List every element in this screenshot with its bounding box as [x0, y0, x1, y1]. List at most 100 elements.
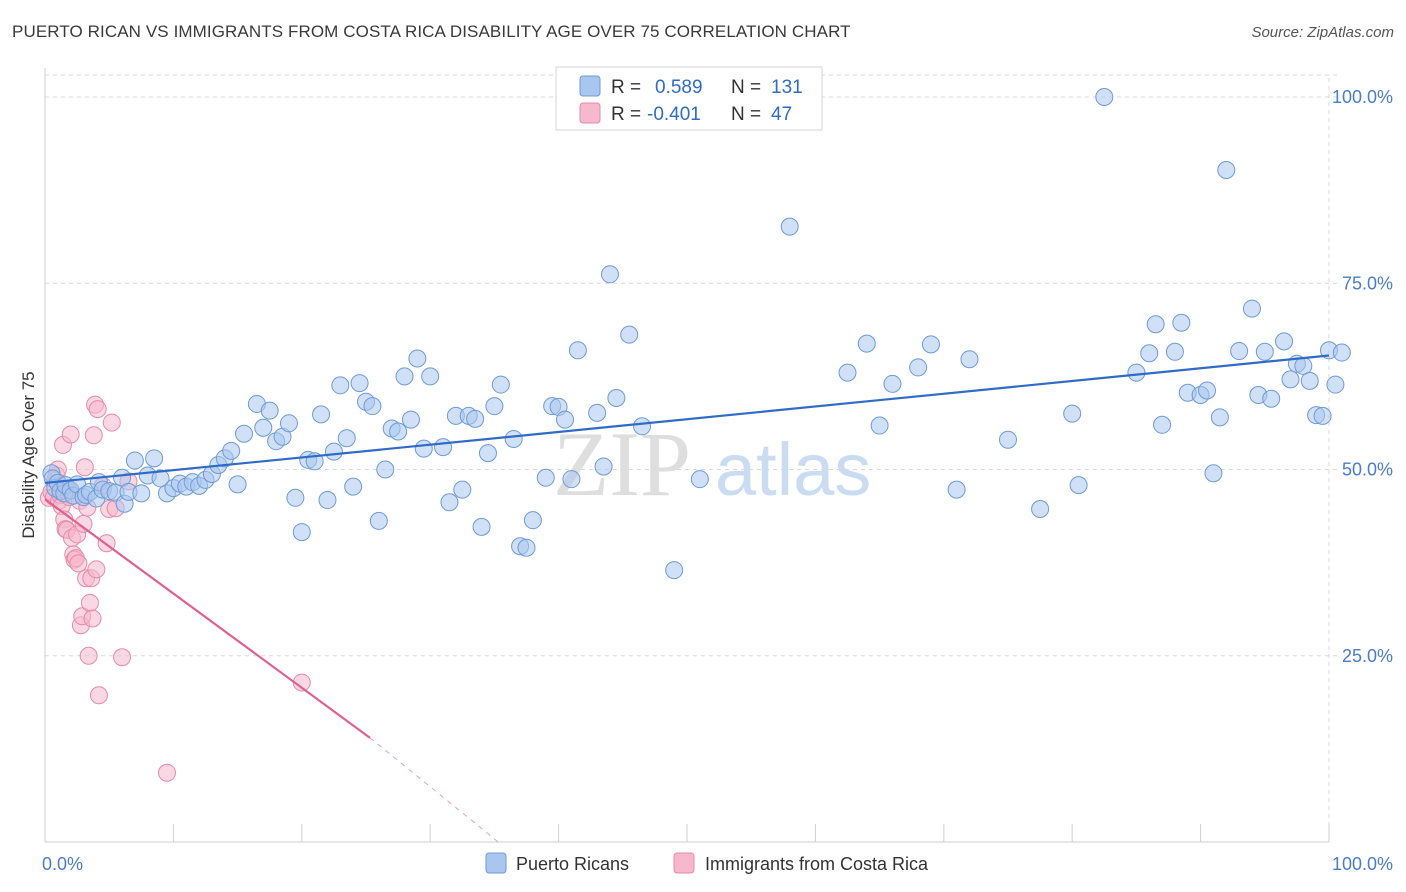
- puerto-ricans-point-101: [921, 335, 940, 354]
- trend-line-puerto-ricans: [44, 354, 1330, 485]
- trend-line-costa-rica: [44, 498, 371, 739]
- puerto-ricans-point-89: [600, 265, 619, 284]
- legend-n-label-2: N =: [731, 104, 761, 125]
- puerto-ricans-point-52: [331, 376, 350, 395]
- puerto-ricans-point-117: [1198, 381, 1217, 400]
- x-tick-label-1: 100.0%: [1332, 854, 1393, 874]
- costa-rica-point-41: [102, 413, 121, 432]
- legend-box: R = 0.589 N = 131 R = -0.401 N = 47: [555, 66, 823, 131]
- puerto-ricans-point-70: [453, 480, 472, 499]
- puerto-ricans-point-55: [350, 374, 369, 393]
- puerto-ricans-point-95: [780, 217, 799, 236]
- puerto-ricans-point-108: [1095, 88, 1114, 106]
- puerto-ricans-point-92: [633, 417, 652, 436]
- legend-r-label-1: R =: [611, 77, 641, 98]
- puerto-ricans-point-46: [292, 523, 311, 542]
- x-tick-label-0: 0.0%: [42, 854, 83, 874]
- y-tick-label-0: 100.0%: [1332, 87, 1393, 107]
- puerto-ricans-point-75: [485, 397, 504, 416]
- puerto-ricans-point-68: [440, 493, 459, 512]
- puerto-ricans-point-79: [517, 538, 536, 557]
- chart-title: PUERTO RICAN VS IMMIGRANTS FROM COSTA RI…: [12, 22, 851, 41]
- puerto-ricans-point-57: [363, 397, 382, 416]
- bottom-legend-swatch-blue: [485, 852, 507, 874]
- puerto-ricans-point-94: [690, 470, 709, 489]
- legend-r-value-1: 0.589: [655, 77, 703, 98]
- puerto-ricans-point-124: [1255, 342, 1274, 361]
- puerto-ricans-point-62: [395, 367, 414, 386]
- puerto-ricans-point-49: [312, 405, 331, 424]
- costa-rica-point-35: [87, 560, 106, 579]
- puerto-ricans-point-36: [222, 441, 241, 460]
- costa-rica-point-45: [157, 763, 176, 782]
- puerto-ricans-point-66: [421, 367, 440, 386]
- puerto-ricans-point-112: [1153, 415, 1172, 434]
- puerto-ricans-point-114: [1172, 313, 1191, 332]
- puerto-ricans-point-134: [1326, 375, 1345, 394]
- puerto-ricans-point-45: [286, 488, 305, 507]
- legend-n-value-1: 131: [771, 77, 803, 98]
- puerto-ricans-point-44: [279, 414, 298, 433]
- costa-rica-point-21: [69, 554, 88, 573]
- puerto-ricans-point-100: [909, 358, 928, 377]
- puerto-ricans-point-103: [960, 350, 979, 369]
- legend-swatch-blue: [579, 75, 601, 97]
- bottom-legend: Puerto Ricans Immigrants from Costa Rica: [485, 852, 929, 874]
- puerto-ricans-point-61: [389, 422, 408, 441]
- puerto-ricans-point-64: [408, 349, 427, 368]
- puerto-ricans-point-106: [1063, 404, 1082, 423]
- puerto-ricans-point-99: [883, 374, 902, 393]
- puerto-ricans-point-110: [1140, 344, 1159, 363]
- puerto-ricans-point-67: [434, 438, 453, 457]
- puerto-ricans-point-90: [607, 388, 626, 407]
- puerto-ricans-point-21: [125, 451, 144, 470]
- y-tick-label-3: 25.0%: [1342, 646, 1393, 666]
- costa-rica-point-15: [61, 425, 80, 444]
- puerto-ricans-point-65: [414, 439, 433, 458]
- y-tick-label-2: 50.0%: [1342, 460, 1393, 480]
- puerto-ricans-point-81: [536, 468, 555, 487]
- puerto-ricans-point-104: [999, 430, 1017, 449]
- costa-rica-point-43: [113, 648, 132, 667]
- puerto-ricans-point-119: [1210, 408, 1229, 427]
- puerto-ricans-point-63: [401, 410, 420, 429]
- puerto-ricans-point-130: [1300, 371, 1319, 390]
- watermark-zip: ZIP: [553, 413, 691, 515]
- costa-rica-point-29: [79, 646, 98, 665]
- costa-rica-point-37: [89, 686, 108, 705]
- legend-swatch-pink: [579, 102, 601, 124]
- puerto-ricans-point-97: [857, 334, 876, 353]
- puerto-ricans-point-87: [588, 403, 607, 422]
- legend-n-value-2: 47: [771, 104, 792, 125]
- puerto-ricans-point-88: [594, 457, 613, 476]
- legend-n-label-1: N =: [731, 77, 761, 98]
- puerto-ricans-point-125: [1262, 389, 1281, 408]
- puerto-ricans-point-51: [324, 442, 343, 461]
- puerto-ricans-point-109: [1127, 363, 1146, 382]
- puerto-ricans-point-53: [337, 429, 356, 448]
- series-costa-rica-points: [39, 395, 311, 782]
- chart-source: Source: ZipAtlas.com: [1251, 24, 1394, 41]
- puerto-ricans-point-59: [376, 460, 395, 479]
- puerto-ricans-point-54: [344, 477, 363, 496]
- puerto-ricans-point-41: [260, 401, 279, 420]
- puerto-ricans-point-135: [1332, 343, 1351, 362]
- puerto-ricans-point-72: [466, 409, 485, 428]
- puerto-ricans-point-86: [568, 341, 587, 360]
- puerto-ricans-point-85: [562, 470, 581, 489]
- puerto-ricans-point-25: [151, 469, 170, 488]
- grid-lines: [45, 74, 1337, 842]
- puerto-ricans-point-50: [318, 491, 337, 510]
- puerto-ricans-point-24: [145, 449, 164, 468]
- puerto-ricans-point-118: [1204, 464, 1223, 483]
- costa-rica-point-33: [84, 426, 103, 445]
- trend-lines: [44, 354, 1330, 843]
- legend-r-value-2: -0.401: [647, 104, 701, 125]
- costa-rica-point-36: [88, 400, 107, 419]
- puerto-ricans-point-22: [132, 484, 151, 503]
- series-puerto-ricans-points: [42, 88, 1351, 580]
- puerto-ricans-point-122: [1242, 299, 1261, 318]
- costa-rica-point-32: [83, 609, 102, 628]
- axes: [44, 68, 1330, 843]
